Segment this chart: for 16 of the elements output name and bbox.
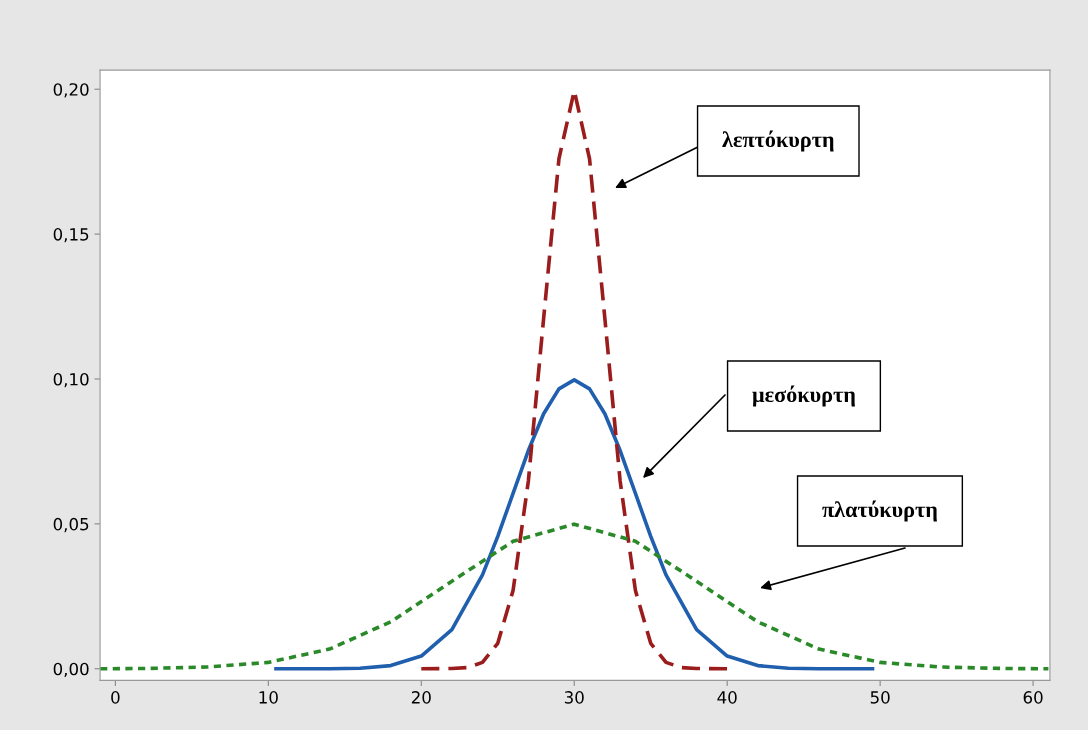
y-tick-label: 0,00 (53, 662, 89, 678)
x-tick-label: 20 (411, 691, 431, 704)
y-tick-label: 0,10 (53, 372, 89, 388)
annotation: μεσόκυρτη (752, 385, 855, 407)
x-tick-label: 50 (870, 691, 890, 704)
x-tick-label: 10 (259, 691, 278, 704)
annotation: πλατύκυρτη (822, 500, 937, 522)
x-tick-label: 60 (1023, 691, 1043, 704)
y-tick-label: 0,15 (53, 228, 89, 243)
x-tick-label: 40 (717, 691, 737, 704)
y-tick-label: 0,05 (53, 517, 89, 533)
x-tick-label: 30 (564, 691, 584, 704)
line-series (100, 522, 1050, 671)
y-tick-label: 0,20 (53, 83, 89, 98)
x-tick-label: 0 (111, 691, 120, 704)
annotation: λεπτόκυρτη (722, 130, 834, 152)
